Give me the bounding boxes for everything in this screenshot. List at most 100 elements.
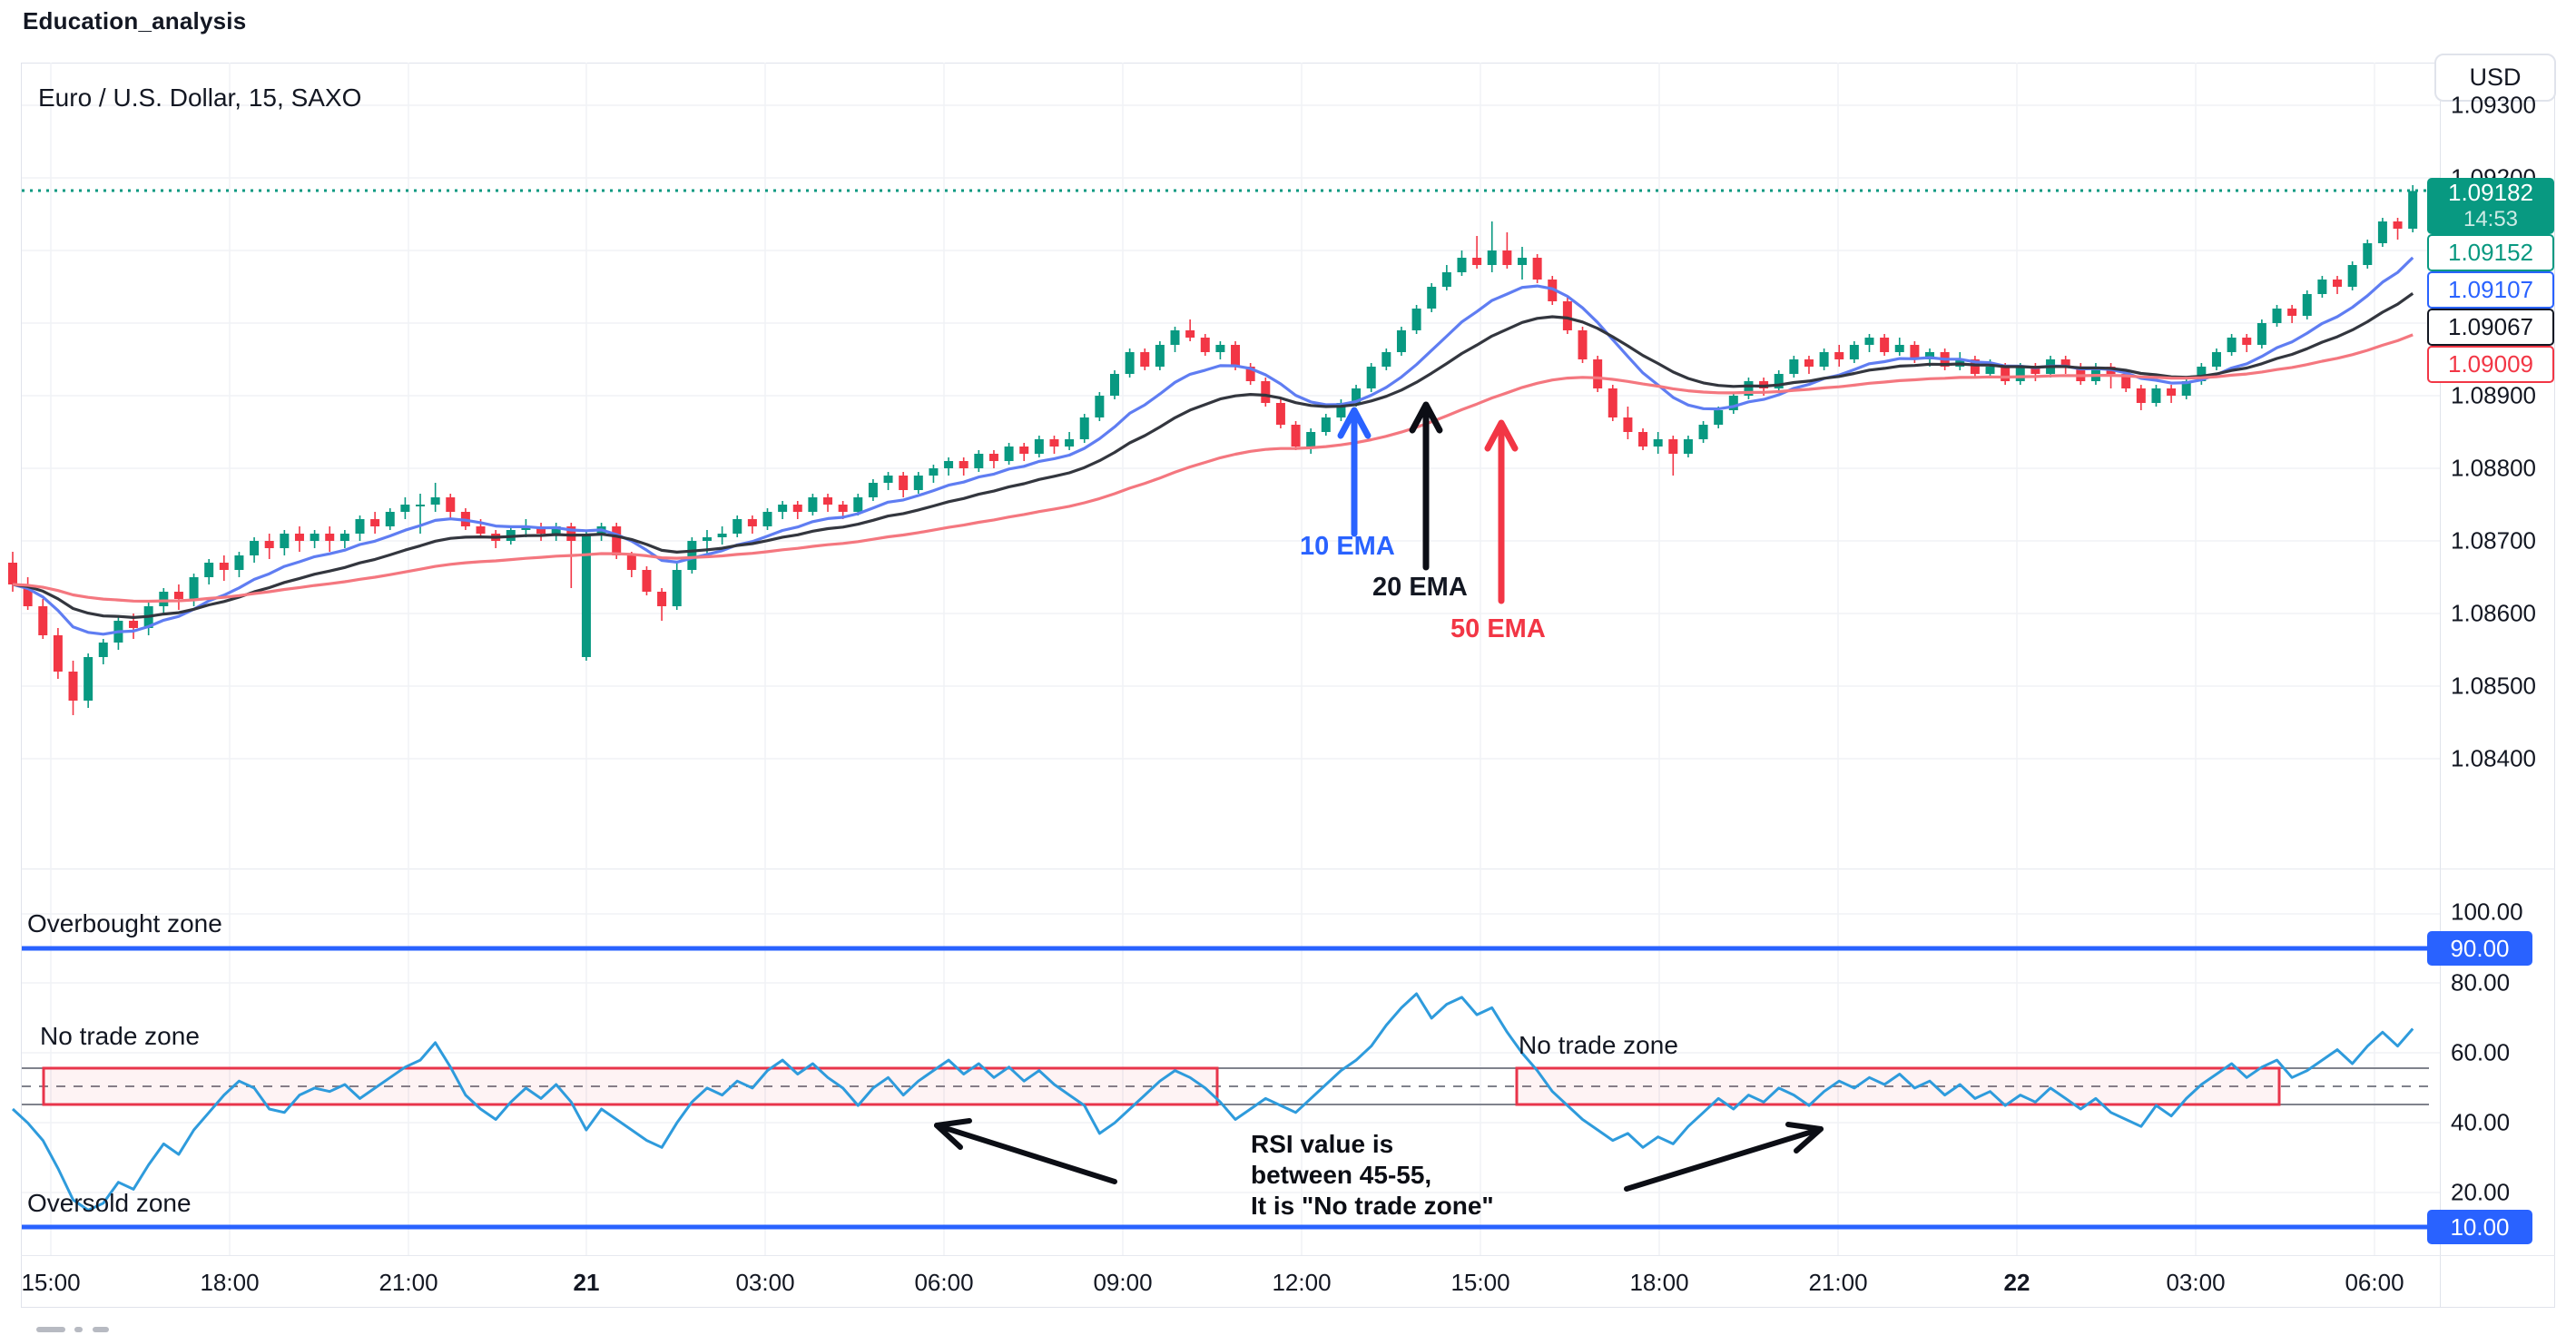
rsi-axis-label[interactable]: 100.00: [2451, 898, 2523, 926]
candle-body: [416, 505, 426, 506]
candle-body: [1427, 287, 1437, 309]
candle-body: [446, 497, 456, 512]
candle-body: [2408, 191, 2418, 229]
candle-body: [1095, 396, 1105, 417]
bar-countdown: 14:53: [2463, 207, 2519, 231]
candle-body: [430, 497, 440, 505]
candle-body: [657, 592, 667, 606]
candle-body: [2151, 388, 2161, 403]
time-axis-label[interactable]: 21:00: [1808, 1269, 1868, 1296]
candle-body: [1079, 417, 1089, 439]
candle-body: [536, 526, 546, 534]
price-axis-label[interactable]: 1.08600: [2451, 599, 2536, 627]
price-axis-label[interactable]: 1.08400: [2451, 744, 2536, 772]
arrow-50ema-head: [1484, 419, 1519, 452]
candle-body: [129, 621, 139, 628]
candle-body: [868, 483, 878, 497]
time-axis-label[interactable]: 12:00: [1272, 1269, 1332, 1296]
rsi-level-badge: 90.00: [2427, 931, 2532, 966]
rsi-axis-label[interactable]: 40.00: [2451, 1108, 2511, 1136]
candle-body: [959, 461, 968, 468]
candle-body: [838, 505, 848, 512]
candle-body: [1744, 381, 1754, 396]
candle-body: [1472, 258, 1482, 265]
price-axis-label[interactable]: 1.09300: [2451, 91, 2536, 119]
time-axis-label[interactable]: 09:00: [1093, 1269, 1153, 1296]
time-axis-separator: [21, 1255, 2555, 1256]
candle-body: [1864, 338, 1874, 345]
candle-body: [1728, 396, 1738, 410]
candle-body: [2030, 367, 2040, 374]
candle-body: [84, 657, 93, 701]
cutoff-toolbar-mark: [93, 1327, 109, 1332]
candle-body: [823, 497, 833, 505]
candle-body: [612, 526, 622, 555]
candle-body: [385, 512, 395, 526]
currency-toggle-button[interactable]: USD: [2434, 54, 2556, 102]
candle-body: [1849, 345, 1859, 359]
price-axis-label[interactable]: 1.08500: [2451, 672, 2536, 700]
candle-body: [1457, 258, 1467, 272]
candle-body: [1623, 417, 1633, 432]
candle-body: [1019, 447, 1029, 454]
candle-body: [2060, 359, 2070, 367]
candle-body: [1215, 345, 1225, 352]
candle-body: [339, 534, 349, 541]
rsi-axis-label[interactable]: 80.00: [2451, 968, 2511, 996]
candle-body: [2242, 338, 2252, 345]
rsi-axis-label[interactable]: 60.00: [2451, 1038, 2511, 1066]
time-axis-label[interactable]: 15:00: [21, 1269, 81, 1296]
time-axis-label[interactable]: 18:00: [200, 1269, 260, 1296]
price-axis-label[interactable]: 1.08700: [2451, 526, 2536, 555]
candle-body: [1155, 345, 1165, 367]
arrow-note-left: [934, 1123, 1117, 1184]
time-axis-label[interactable]: 22: [2003, 1269, 2030, 1296]
time-axis-label[interactable]: 06:00: [2345, 1269, 2404, 1296]
candle-body: [1894, 345, 1904, 352]
time-axis-label[interactable]: 03:00: [735, 1269, 795, 1296]
candle-body: [1683, 439, 1693, 454]
candle-body: [2272, 309, 2282, 323]
candle-body: [1109, 374, 1119, 396]
candle-body: [1804, 359, 1814, 367]
candle-body: [747, 519, 757, 526]
candle-body: [2211, 352, 2221, 367]
time-axis-label[interactable]: 15:00: [1450, 1269, 1510, 1296]
time-axis-label[interactable]: 21: [573, 1269, 600, 1296]
time-axis-label[interactable]: 03:00: [2166, 1269, 2226, 1296]
last-price-badge: 1.09182 14:53: [2427, 178, 2554, 234]
candle-body: [702, 537, 712, 541]
candle-body: [1170, 330, 1180, 345]
candle-body: [1608, 388, 1617, 417]
candle-body: [974, 454, 984, 468]
candle-body: [1381, 352, 1391, 367]
candle-body: [1034, 439, 1044, 454]
price-axis-label[interactable]: 1.08900: [2451, 381, 2536, 409]
ema-callout-label: 20 EMA: [1372, 573, 1468, 602]
candle-body: [2197, 367, 2207, 381]
candle-body: [1910, 345, 1920, 359]
ema-price-badge: 1.09067: [2427, 309, 2554, 346]
price-axis-label[interactable]: 1.08800: [2451, 454, 2536, 482]
candle-body: [370, 519, 380, 526]
symbol-title[interactable]: Euro / U.S. Dollar, 15, SAXO: [38, 83, 362, 112]
candle-body: [944, 461, 954, 468]
no-trade-zone-box: [42, 1066, 1219, 1106]
candle-body: [476, 526, 486, 534]
time-axis-label[interactable]: 06:00: [914, 1269, 974, 1296]
candle-body: [294, 534, 304, 541]
oversold-zone-label: Oversold zone: [27, 1189, 192, 1217]
candle-body: [2317, 280, 2327, 294]
time-axis-label[interactable]: 21:00: [379, 1269, 438, 1296]
candle-body: [762, 512, 772, 526]
candle-body: [1125, 352, 1135, 374]
candle-body: [1518, 258, 1527, 265]
candle-body: [2015, 367, 2025, 381]
candle-body: [1502, 250, 1512, 265]
candle-body: [98, 643, 108, 657]
candle-body: [1548, 280, 1558, 301]
time-axis-label[interactable]: 18:00: [1629, 1269, 1689, 1296]
candle-body: [1441, 272, 1451, 287]
rsi-axis-label[interactable]: 20.00: [2451, 1178, 2511, 1206]
